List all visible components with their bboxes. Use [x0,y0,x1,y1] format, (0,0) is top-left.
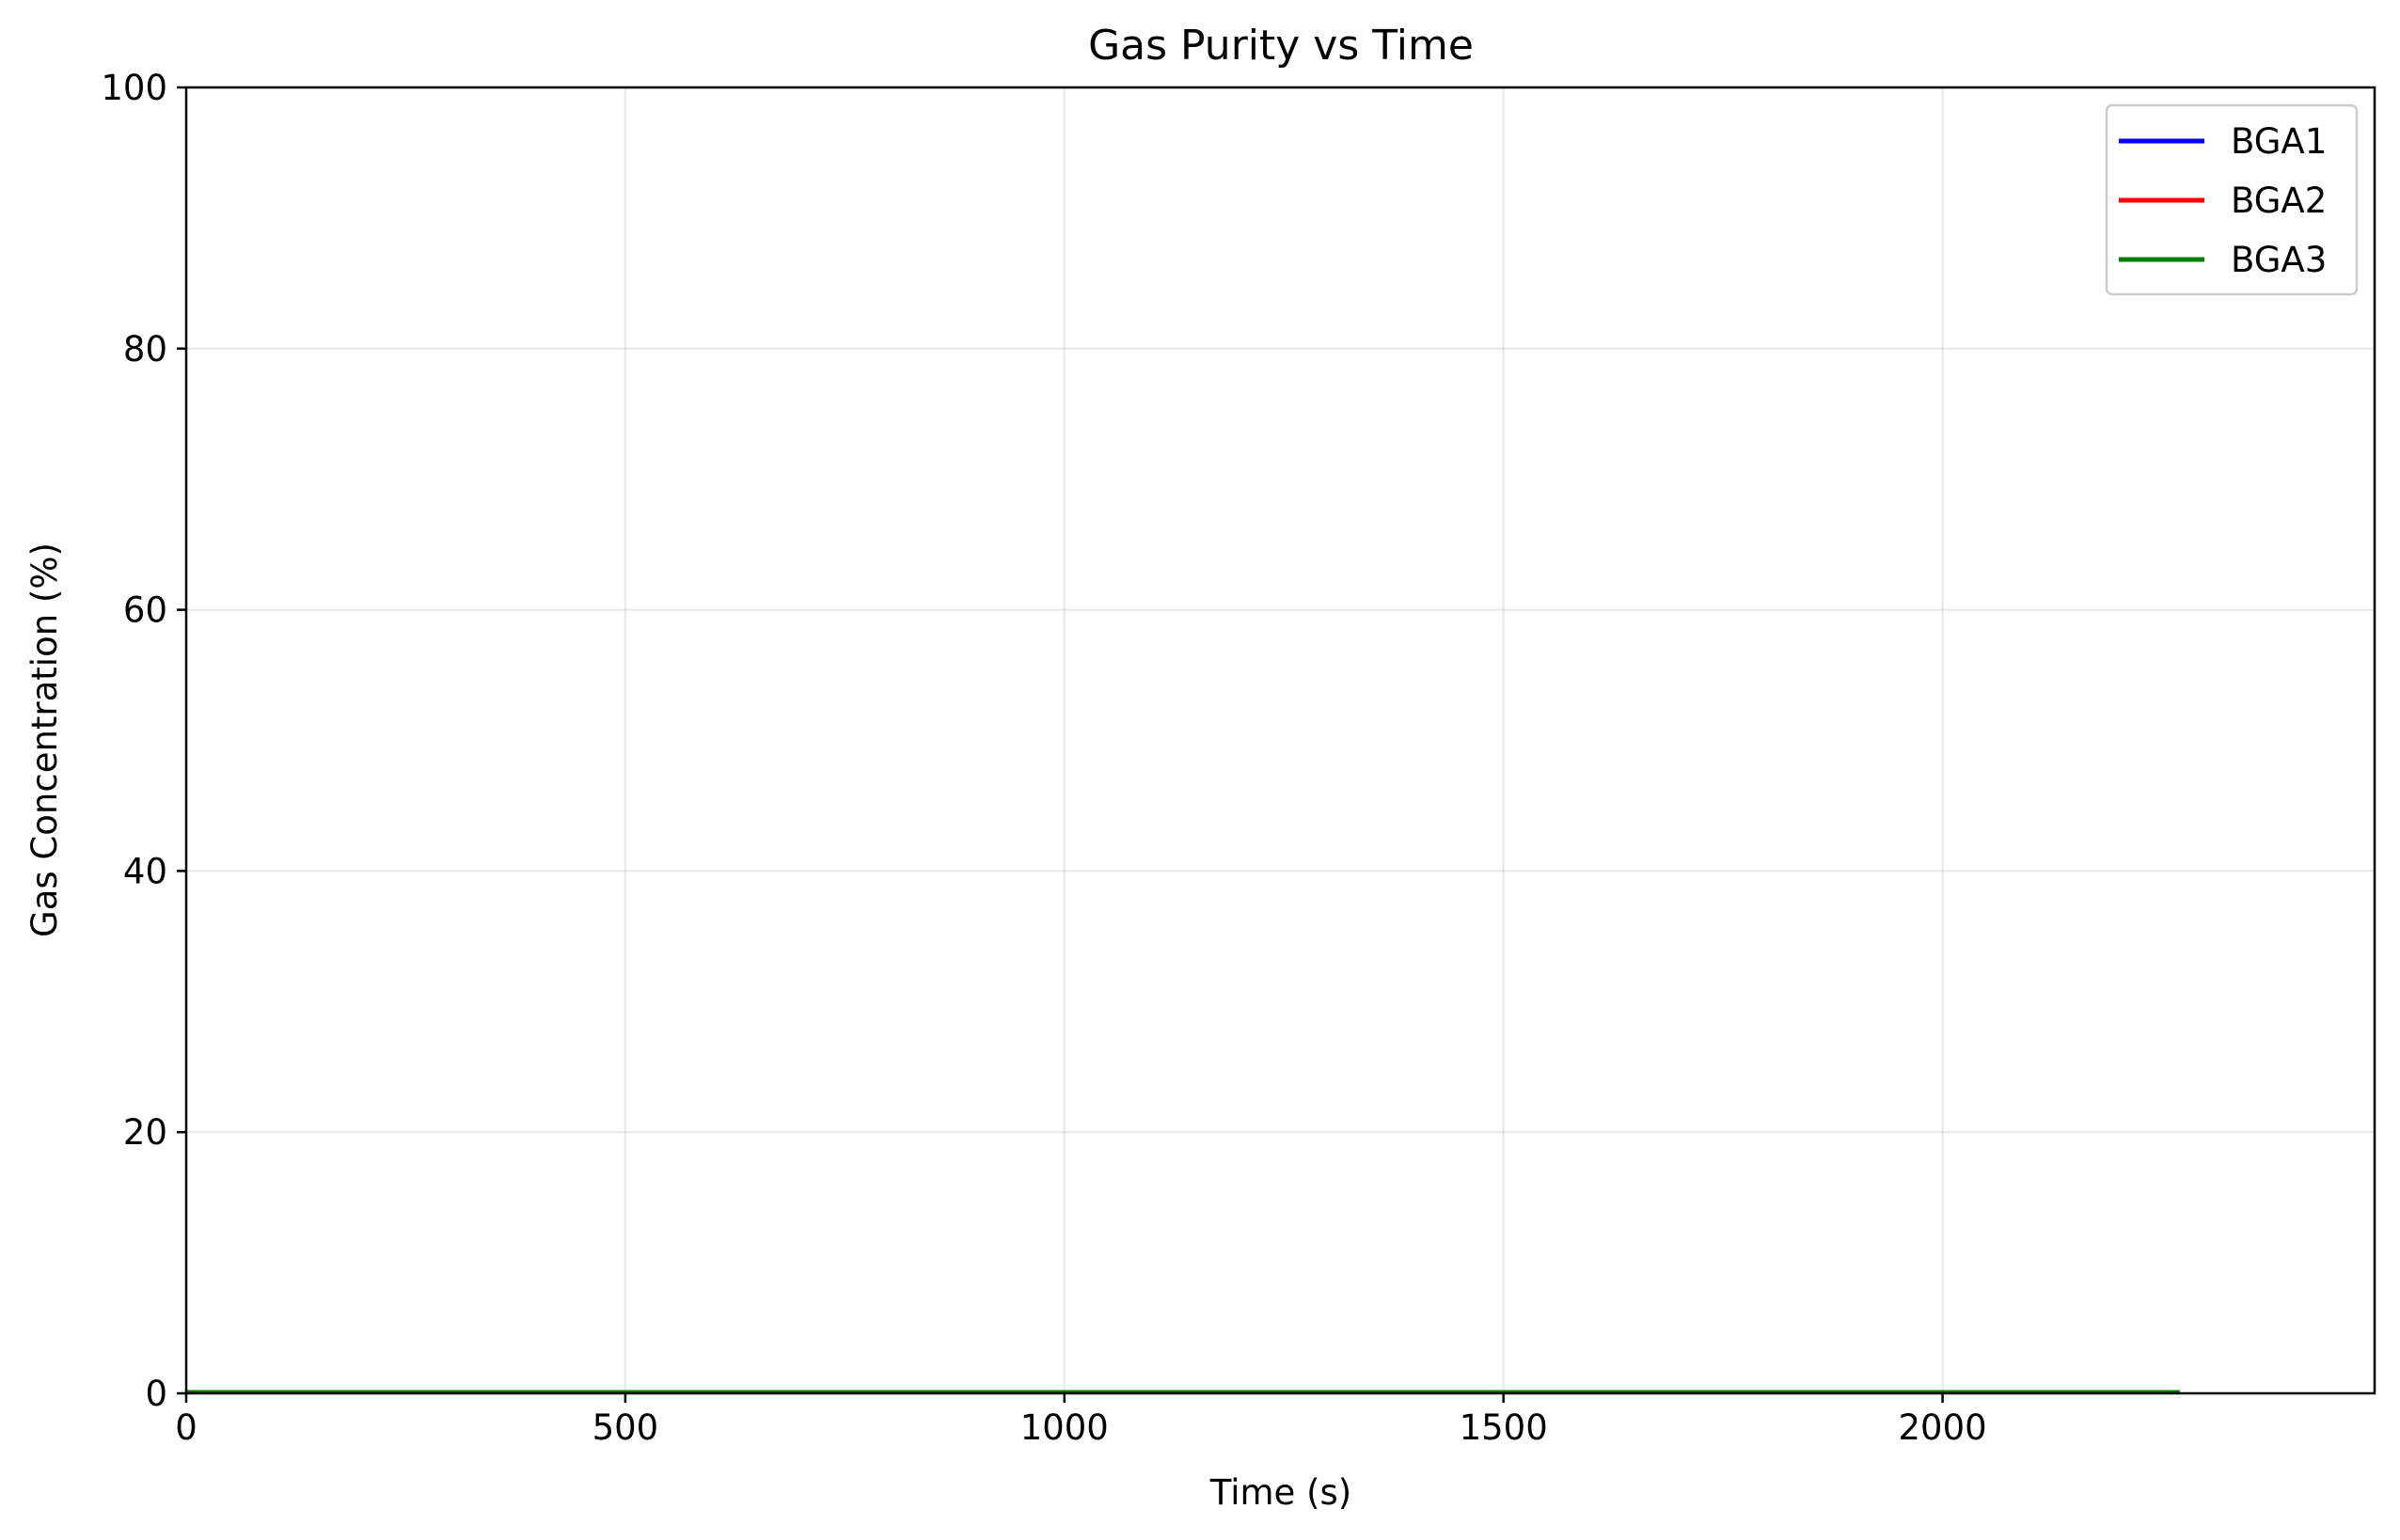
y-tick-label: 60 [123,590,167,631]
plot-frame [184,86,2376,1395]
legend-label-bga3: BGA3 [2231,240,2327,280]
y-tick-label: 100 [101,68,167,108]
legend: BGA1 BGA2 BGA3 [2105,103,2359,296]
y-tick-label: 40 [123,851,167,891]
legend-label-bga1: BGA1 [2231,121,2327,162]
y-axis: 0 20 40 60 80 100 [101,68,186,1414]
x-tick-label: 0 [175,1407,197,1448]
y-axis-label: Gas Concentration (%) [24,542,65,937]
legend-label-bga2: BGA2 [2231,181,2327,221]
y-tick-label: 0 [145,1374,167,1414]
chart-title: Gas Purity vs Time [1088,22,1474,70]
x-axis: 0 500 1000 1500 2000 [175,1393,1987,1448]
x-axis-label: Time (s) [1209,1472,1351,1513]
y-tick-label: 20 [123,1112,167,1153]
x-tick-label: 2000 [1898,1407,1986,1448]
x-tick-label: 1000 [1020,1407,1109,1448]
x-tick-label: 500 [592,1407,659,1448]
y-tick-label: 80 [123,329,167,369]
x-tick-label: 1500 [1460,1407,1548,1448]
legend-box [2105,103,2359,296]
